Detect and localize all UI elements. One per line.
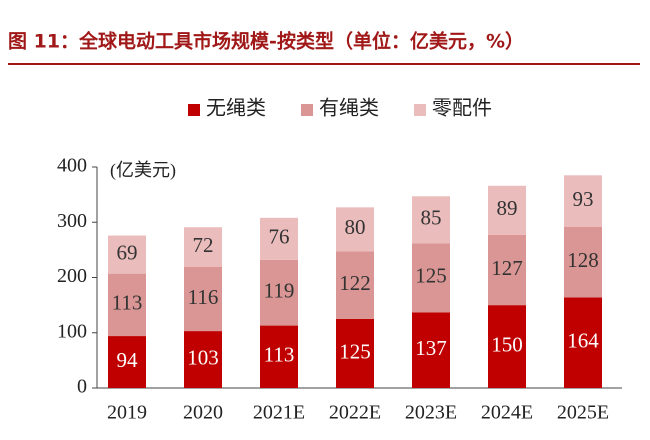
legend-label: 零配件 (432, 97, 492, 120)
data-label: 72 (193, 233, 214, 257)
y-tick-label: 100 (57, 320, 87, 342)
bar-segment (260, 217, 298, 260)
data-label: 89 (497, 196, 518, 220)
data-label: 164 (567, 329, 599, 353)
bar-segment (488, 234, 526, 306)
bar-segment (184, 331, 222, 388)
data-label: 116 (188, 285, 219, 309)
data-label: 128 (567, 248, 599, 272)
bar-segment (108, 273, 146, 337)
data-label: 113 (112, 291, 143, 315)
bar-segment (260, 259, 298, 326)
data-label: 80 (345, 215, 366, 239)
data-label: 119 (264, 279, 295, 303)
bar-segment (108, 235, 146, 274)
y-axis-label: (亿美元) (110, 160, 176, 181)
data-label: 76 (269, 225, 290, 249)
bar-segment (336, 318, 374, 388)
x-tick-label: 2019 (107, 402, 147, 424)
data-label: 103 (187, 345, 219, 369)
bar-segment (336, 207, 374, 252)
x-tick-label: 2020 (183, 402, 223, 424)
data-label: 122 (339, 271, 371, 295)
chart-title: 图 11：全球电动工具市场规模-按类型（单位：亿美元，%） (8, 30, 524, 53)
x-tick-label: 2024E (481, 402, 533, 424)
bar-segment (412, 196, 450, 244)
data-label: 137 (415, 336, 447, 360)
legend-swatch (301, 104, 313, 116)
bar-segment (564, 226, 602, 298)
data-label: 93 (573, 187, 594, 211)
y-tick-label: 300 (57, 210, 87, 232)
legend-swatch (188, 104, 200, 116)
data-label: 150 (491, 332, 523, 356)
data-label: 127 (491, 256, 523, 280)
data-label: 94 (117, 348, 139, 372)
bar-segment (184, 227, 222, 268)
y-tick-label: 0 (77, 376, 87, 398)
bar-segment (412, 312, 450, 388)
data-label: 113 (264, 343, 295, 367)
x-tick-label: 2025E (557, 402, 609, 424)
x-tick-label: 2023E (405, 402, 457, 424)
bar-segment (564, 297, 602, 388)
data-label: 85 (421, 206, 442, 230)
bar-segment (336, 251, 374, 319)
bar-segment (184, 267, 222, 332)
data-label: 125 (415, 264, 447, 288)
y-tick-label: 200 (57, 265, 87, 287)
legend-swatch (414, 104, 426, 116)
data-label: 69 (117, 240, 138, 264)
bar-segment (488, 185, 526, 235)
x-tick-label: 2022E (329, 402, 381, 424)
bar-segment (412, 243, 450, 313)
y-tick-label: 400 (57, 155, 87, 177)
bar-segment (260, 325, 298, 388)
bar-segment (564, 175, 602, 227)
legend-label: 有绳类 (319, 97, 379, 120)
bar-segment (488, 305, 526, 388)
bar-segment (108, 336, 146, 388)
legend-label: 无绳类 (206, 97, 266, 120)
data-label: 125 (339, 339, 371, 363)
x-tick-label: 2021E (253, 402, 305, 424)
